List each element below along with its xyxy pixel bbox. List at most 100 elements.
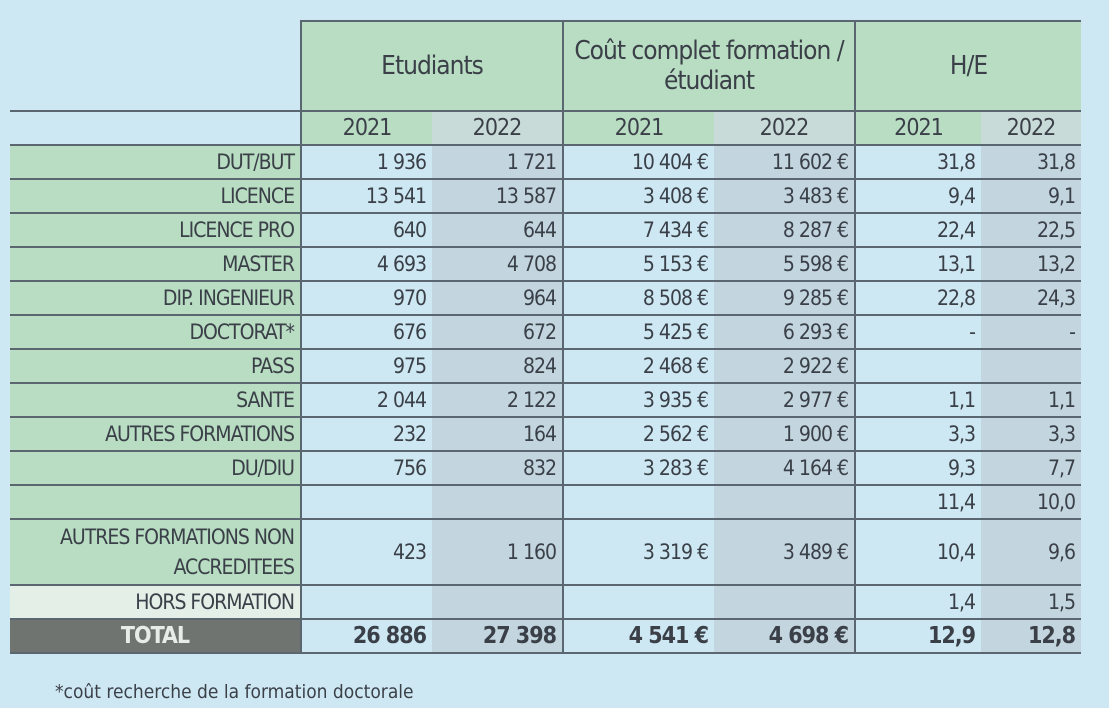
- cell: 423: [301, 519, 432, 586]
- cell: [854, 349, 981, 384]
- cell: 1 936: [301, 145, 432, 180]
- row-label: LICENCE PRO: [10, 213, 302, 248]
- cell: 3 408 €: [562, 179, 714, 214]
- cell: 8 287 €: [714, 213, 855, 248]
- cell: 13,2: [981, 247, 1081, 282]
- year-header: 2022: [432, 111, 563, 146]
- cell: 2 562 €: [562, 417, 714, 452]
- total-row: TOTAL 26 886 27 398 4 541 €4 698 €12,9 12,8: [10, 619, 1081, 654]
- table-row: AUTRES FORMATIONS 232 164 2 562 €1 900 €3,3…: [10, 417, 1081, 452]
- row-label: DIP. INGENIEUR: [10, 281, 302, 316]
- cell: 4 708: [432, 247, 563, 282]
- cell: 13 541: [301, 179, 432, 214]
- cell: 640: [301, 213, 432, 248]
- cell: -: [854, 315, 981, 350]
- table-row: PASS 975 824 2 468 €2 922 €: [10, 349, 1081, 384]
- cell: 964: [432, 281, 563, 316]
- group-header-row: Etudiants Coût complet formation / étudi…: [10, 20, 1081, 112]
- year-header: 2022: [981, 111, 1081, 146]
- cell: 1 160: [432, 519, 563, 586]
- cell: [432, 585, 563, 620]
- cell: 10 404 €: [562, 145, 714, 180]
- cell: 26 886: [301, 619, 432, 654]
- cell: 8 508 €: [562, 281, 714, 316]
- table-row: DU/DIU 756 832 3 283 €4 164 €9,3 7,7: [10, 451, 1081, 486]
- cell: 7 434 €: [562, 213, 714, 248]
- row-label: DU/DIU: [10, 451, 302, 486]
- row-label: LICENCE: [10, 179, 302, 214]
- cell: 22,8: [854, 281, 981, 316]
- cell: 3,3: [981, 417, 1081, 452]
- cell: 1 721: [432, 145, 563, 180]
- cell: 31,8: [981, 145, 1081, 180]
- row-label: AUTRES FORMATIONS NON ACCREDITEES: [10, 519, 302, 586]
- cell: [981, 349, 1081, 384]
- table-row: SANTE 2 044 2 122 3 935 €2 977 €1,1 1,1: [10, 383, 1081, 418]
- header-etudiants: Etudiants: [301, 20, 563, 112]
- year-header: 2021: [562, 111, 714, 146]
- cell: 12,8: [981, 619, 1081, 654]
- cell: 3,3: [854, 417, 981, 452]
- cell: 10,0: [981, 485, 1081, 520]
- row-label: MASTER: [10, 247, 302, 282]
- cell: 11 602 €: [714, 145, 855, 180]
- header-he: H/E: [854, 20, 1081, 112]
- cell: 970: [301, 281, 432, 316]
- cell: -: [981, 315, 1081, 350]
- cell: [301, 485, 432, 520]
- row-label: HORS FORMATION: [10, 585, 302, 620]
- cell: 1,1: [854, 383, 981, 418]
- row-label: AUTRES FORMATIONS: [10, 417, 302, 452]
- cell: [562, 585, 714, 620]
- table-row: 11,4 10,0: [10, 485, 1081, 520]
- cell: 3 319 €: [562, 519, 714, 586]
- table-row: HORS FORMATION 1,4 1,5: [10, 585, 1081, 620]
- table-row: MASTER 4 693 4 708 5 153 €5 598 €13,1 13,2: [10, 247, 1081, 282]
- table-row: LICENCE 13 541 13 587 3 408 €3 483 €9,4 9,1: [10, 179, 1081, 214]
- cell: [714, 585, 855, 620]
- cell: 5 153 €: [562, 247, 714, 282]
- cell: 11,4: [854, 485, 981, 520]
- cell: 12,9: [854, 619, 981, 654]
- cell: 9,1: [981, 179, 1081, 214]
- table-row: LICENCE PRO 640 644 7 434 €8 287 €22,4 22,5: [10, 213, 1081, 248]
- cost-table: Etudiants Coût complet formation / étudi…: [10, 20, 1081, 654]
- header-blank: [10, 21, 302, 112]
- cell: 13,1: [854, 247, 981, 282]
- cell: 3 489 €: [714, 519, 855, 586]
- cell: 24,3: [981, 281, 1081, 316]
- cell: 3 283 €: [562, 451, 714, 486]
- cell: 31,8: [854, 145, 981, 180]
- table-row: AUTRES FORMATIONS NON ACCREDITEES 423 1 16…: [10, 519, 1081, 586]
- year-header: 2021: [854, 111, 981, 146]
- cell: 13 587: [432, 179, 563, 214]
- cell: 1 900 €: [714, 417, 855, 452]
- cell: 9 285 €: [714, 281, 855, 316]
- table-row: DIP. INGENIEUR 970 964 8 508 €9 285 €22,8 24…: [10, 281, 1081, 316]
- cell: 232: [301, 417, 432, 452]
- cell: 4 541 €: [562, 619, 714, 654]
- cell: 22,5: [981, 213, 1081, 248]
- cell: 2 044: [301, 383, 432, 418]
- cell: 1,5: [981, 585, 1081, 620]
- cell: 10,4: [854, 519, 981, 586]
- row-label: DUT/BUT: [10, 145, 302, 180]
- cell: 5 598 €: [714, 247, 855, 282]
- cell: 6 293 €: [714, 315, 855, 350]
- year-header-row: 2021 2022 2021 2022 2021 2022: [10, 111, 1081, 146]
- cell: 27 398: [432, 619, 563, 654]
- cell: 1,4: [854, 585, 981, 620]
- cell: 832: [432, 451, 563, 486]
- cell: [301, 585, 432, 620]
- cell: 9,6: [981, 519, 1081, 586]
- year-header: 2022: [714, 111, 855, 146]
- cell: 2 122: [432, 383, 563, 418]
- cell: 4 698 €: [714, 619, 855, 654]
- row-label: SANTE: [10, 383, 302, 418]
- cell: 2 977 €: [714, 383, 855, 418]
- cell: 756: [301, 451, 432, 486]
- cell: 1,1: [981, 383, 1081, 418]
- cell: 9,4: [854, 179, 981, 214]
- cell: 4 693: [301, 247, 432, 282]
- row-label: [10, 485, 302, 520]
